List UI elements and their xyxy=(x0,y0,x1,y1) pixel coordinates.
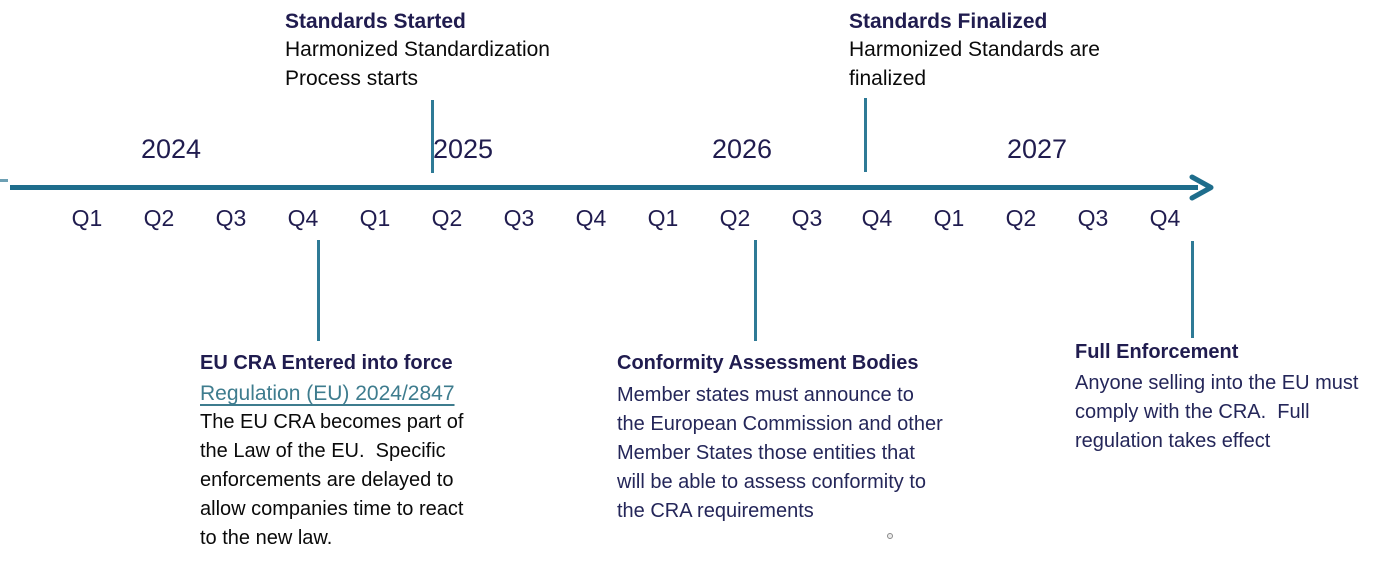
quarter-label: Q3 xyxy=(503,205,535,231)
annotation-body: Harmonized Standardization Process start… xyxy=(285,38,550,90)
annotation-conformity: Conformity Assessment Bodies Member stat… xyxy=(617,350,943,526)
quarter-label: Q2 xyxy=(431,205,463,231)
annotation-standards-finalized: Standards Finalized Harmonized Standards… xyxy=(849,9,1100,93)
connector-conformity xyxy=(754,240,757,341)
annotation-title: EU CRA Entered into force xyxy=(200,352,453,374)
quarter-label: Q2 xyxy=(1005,205,1037,231)
axis-arrowhead-icon xyxy=(1189,174,1214,201)
quarter-label: Q4 xyxy=(287,205,319,231)
annotation-title: Conformity Assessment Bodies xyxy=(617,352,919,374)
quarter-label: Q2 xyxy=(719,205,751,231)
quarter-label: Q1 xyxy=(359,205,391,231)
quarter-label: Q1 xyxy=(933,205,965,231)
year-label-2026: 2026 xyxy=(711,134,773,164)
quarter-label: Q1 xyxy=(71,205,103,231)
year-label-2024: 2024 xyxy=(140,134,202,164)
axis-left-notch xyxy=(0,179,8,182)
annotation-body: The EU CRA becomes part of the Law of th… xyxy=(200,411,464,549)
annotation-body: Member states must announce to the Europ… xyxy=(617,384,943,522)
stray-dot xyxy=(887,533,893,539)
quarter-label: Q2 xyxy=(143,205,175,231)
connector-standards-finalized xyxy=(864,98,867,172)
annotation-standards-started: Standards Started Harmonized Standardiza… xyxy=(285,9,550,93)
annotation-title: Full Enforcement xyxy=(1075,341,1239,363)
quarter-label: Q4 xyxy=(1149,205,1181,231)
year-label-2027: 2027 xyxy=(1006,134,1068,164)
annotation-body: Anyone selling into the EU must comply w… xyxy=(1075,372,1359,452)
annotation-title: Standards Started xyxy=(285,10,466,33)
timeline-axis xyxy=(10,185,1198,190)
connector-eu-cra xyxy=(317,240,320,341)
connector-standards-started xyxy=(431,100,434,173)
annotation-title: Standards Finalized xyxy=(849,10,1048,33)
annotation-full-enforcement: Full Enforcement Anyone selling into the… xyxy=(1075,339,1359,456)
regulation-link[interactable]: Regulation (EU) 2024/2847 xyxy=(200,382,455,405)
quarter-label: Q3 xyxy=(791,205,823,231)
quarter-label: Q3 xyxy=(215,205,247,231)
quarter-label: Q3 xyxy=(1077,205,1109,231)
quarter-label: Q1 xyxy=(647,205,679,231)
connector-full-enforcement xyxy=(1191,241,1194,338)
quarter-label: Q4 xyxy=(861,205,893,231)
annotation-eu-cra: EU CRA Entered into force Regulation (EU… xyxy=(200,350,463,553)
annotation-body: Harmonized Standards are finalized xyxy=(849,38,1100,90)
quarter-label: Q4 xyxy=(575,205,607,231)
year-label-2025: 2025 xyxy=(432,134,494,164)
